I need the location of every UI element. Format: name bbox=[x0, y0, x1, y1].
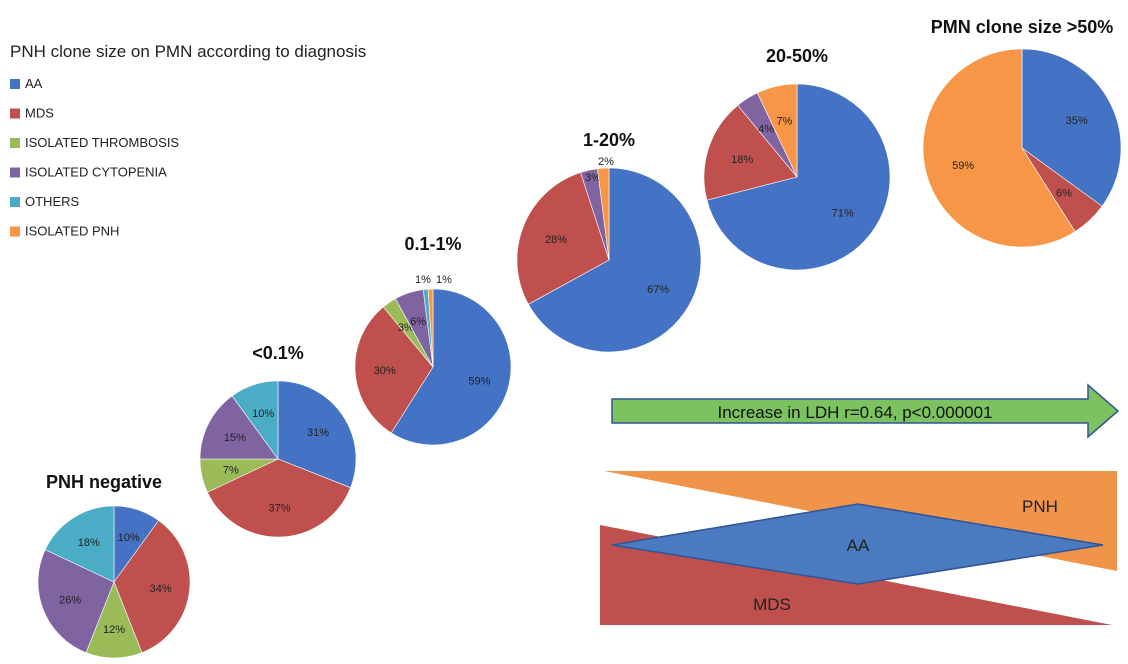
slice-isolated-pnh bbox=[427, 288, 434, 368]
pie-1-20: 67% 28% 3% 2% 1-20% bbox=[516, 130, 702, 353]
slice-label-mds: 34% bbox=[150, 583, 172, 595]
slice-isolated-cytopenia bbox=[37, 549, 115, 654]
slice-label-isolated-thrombosis: 7% bbox=[223, 465, 239, 477]
slice-label-mds: 18% bbox=[731, 154, 753, 166]
legend-swatch-isolated-thrombosis bbox=[10, 138, 20, 148]
ldh-arrow-shape bbox=[611, 383, 1120, 439]
legend-label-mds: MDS bbox=[25, 106, 54, 121]
trend-schematic: PNH AA MDS bbox=[600, 471, 1117, 625]
legend-label-aa: AA bbox=[25, 76, 43, 91]
pie-title: PNH negative bbox=[46, 472, 162, 492]
slice-label-mds: 30% bbox=[374, 365, 396, 377]
slice-label-aa: 71% bbox=[832, 207, 854, 219]
slice-label-aa: 10% bbox=[118, 532, 140, 544]
legend-label-others: OTHERS bbox=[25, 194, 80, 209]
slice-label-isolated-pnh: 2% bbox=[598, 156, 614, 168]
slice-label-others: 10% bbox=[252, 408, 274, 420]
ldh-arrow: Increase in LDH r=0.64, p<0.000001 bbox=[611, 383, 1120, 439]
pie-title: <0.1% bbox=[252, 343, 304, 363]
slice-mds bbox=[207, 458, 351, 538]
legend: AA MDS ISOLATED THROMBOSIS ISOLATED CYTOPEN… bbox=[10, 76, 179, 239]
pie-title: 1-20% bbox=[583, 130, 635, 150]
slice-label-others: 1% bbox=[415, 274, 431, 286]
pnh-label: PNH bbox=[1022, 497, 1058, 516]
slice-label-isolated-cytopenia: 15% bbox=[224, 432, 246, 444]
slice-label-isolated-pnh: 7% bbox=[776, 116, 792, 128]
slice-isolated-pnh bbox=[597, 167, 610, 261]
pie-0-1: 31% 37% 7% 15% 10% <0.1% bbox=[199, 343, 357, 538]
slice-label-aa: 31% bbox=[307, 427, 329, 439]
slice-label-mds: 28% bbox=[545, 234, 567, 246]
legend-swatch-mds bbox=[10, 108, 20, 119]
slice-label-isolated-cytopenia: 26% bbox=[59, 594, 81, 606]
slice-isolated-pnh bbox=[757, 83, 798, 178]
slice-others bbox=[44, 505, 115, 583]
legend-swatch-others bbox=[10, 197, 20, 207]
legend-swatch-aa bbox=[10, 79, 20, 89]
pies: 10% 34% 12% 26% 18% PNH negative 31% 37% 7% 15% 10… bbox=[37, 17, 1122, 659]
slice-mds bbox=[516, 172, 610, 305]
pie-title: 0.1-1% bbox=[404, 234, 461, 254]
slice-label-aa: 59% bbox=[468, 376, 490, 388]
slice-label-mds: 6% bbox=[1056, 188, 1072, 200]
slice-label-aa: 35% bbox=[1066, 115, 1088, 127]
slice-mds bbox=[113, 520, 191, 654]
slice-mds bbox=[354, 306, 434, 434]
slice-mds bbox=[703, 104, 798, 201]
pie-title: 20-50% bbox=[766, 46, 828, 66]
slice-label-mds: 37% bbox=[268, 502, 290, 514]
aa-diamond bbox=[611, 503, 1104, 585]
slice-label-others: 18% bbox=[78, 537, 100, 549]
chart-title: PNH clone size on PMN according to diagn… bbox=[10, 42, 366, 61]
slice-label-isolated-thrombosis: 12% bbox=[103, 624, 125, 636]
slice-aa bbox=[277, 380, 357, 489]
pie-pnh-negative: 10% 34% 12% 26% 18% PNH negative bbox=[37, 472, 191, 659]
pie-pmn-clone-size-50: 35% 6% 59% PMN clone size >50% bbox=[922, 17, 1122, 248]
legend-label-isolated-thrombosis: ISOLATED THROMBOSIS bbox=[25, 135, 179, 150]
slice-isolated-cytopenia bbox=[199, 395, 279, 460]
legend-swatch-isolated-cytopenia bbox=[10, 167, 20, 178]
slice-aa bbox=[527, 167, 702, 353]
slice-label-aa: 67% bbox=[647, 284, 669, 296]
mds-label: MDS bbox=[753, 595, 791, 614]
slice-label-isolated-cytopenia: 4% bbox=[758, 123, 774, 135]
legend-swatch-isolated-pnh bbox=[10, 226, 20, 237]
aa-label: AA bbox=[847, 536, 870, 555]
slice-label-isolated-pnh: 59% bbox=[952, 160, 974, 172]
slice-label-isolated-pnh: 1% bbox=[436, 274, 452, 286]
slice-others bbox=[231, 380, 279, 460]
slice-aa bbox=[390, 288, 512, 446]
slice-isolated-pnh bbox=[922, 48, 1076, 248]
slice-label-isolated-cytopenia: 3% bbox=[585, 172, 601, 184]
slice-aa bbox=[1021, 48, 1122, 207]
ldh-arrow-label: Increase in LDH r=0.64, p<0.000001 bbox=[717, 403, 992, 422]
legend-label-isolated-pnh: ISOLATED PNH bbox=[25, 224, 119, 239]
pie-title: PMN clone size >50% bbox=[931, 17, 1114, 37]
legend-label-isolated-cytopenia: ISOLATED CYTOPENIA bbox=[25, 165, 167, 180]
slice-aa bbox=[706, 83, 891, 271]
slice-label-isolated-cytopenia: 6% bbox=[410, 316, 426, 328]
pie-0-1-1: 59%30%3%6%1% 1%0.1-1% bbox=[354, 234, 512, 446]
pie-20-50: 71% 18% 4%7% 20-50% bbox=[703, 46, 891, 271]
